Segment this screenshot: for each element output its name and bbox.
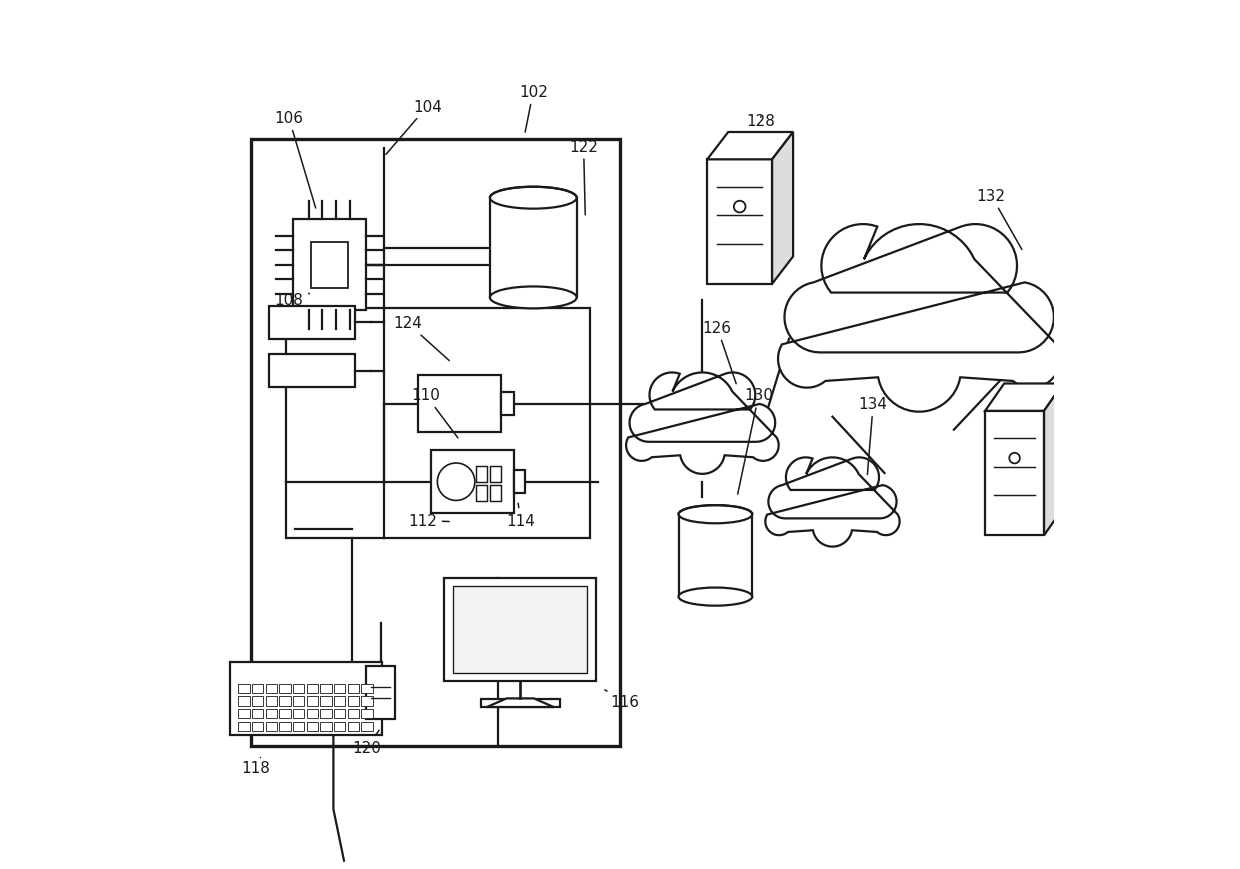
Bar xyxy=(334,697,345,706)
Bar xyxy=(293,697,304,706)
Ellipse shape xyxy=(490,287,577,309)
Bar xyxy=(238,722,249,731)
Text: 108: 108 xyxy=(274,293,310,308)
Bar xyxy=(293,220,366,311)
Bar xyxy=(238,697,249,706)
Bar xyxy=(320,709,331,719)
Ellipse shape xyxy=(490,188,577,209)
Bar xyxy=(347,722,358,731)
Polygon shape xyxy=(773,133,794,284)
Bar xyxy=(269,306,356,339)
Text: 122: 122 xyxy=(569,139,598,216)
Text: 130: 130 xyxy=(738,388,774,494)
Text: 126: 126 xyxy=(703,321,737,384)
Bar xyxy=(306,709,317,719)
Bar xyxy=(513,471,526,494)
Bar xyxy=(238,709,249,719)
Bar xyxy=(279,697,290,706)
Bar xyxy=(490,198,577,298)
Bar xyxy=(269,355,356,388)
Text: 114: 114 xyxy=(506,504,534,528)
Bar xyxy=(265,722,277,731)
Bar xyxy=(265,697,277,706)
Text: 120: 120 xyxy=(352,731,381,755)
Text: 134: 134 xyxy=(859,396,888,475)
Bar xyxy=(231,662,382,735)
Bar xyxy=(320,722,331,731)
Bar xyxy=(444,579,596,681)
Bar xyxy=(361,684,372,693)
Bar xyxy=(334,709,345,719)
Bar xyxy=(293,684,304,693)
Bar xyxy=(334,722,345,731)
Bar xyxy=(347,684,358,693)
Bar xyxy=(366,666,396,720)
Bar xyxy=(306,684,317,693)
Bar xyxy=(454,587,587,673)
Bar xyxy=(361,697,372,706)
Text: 110: 110 xyxy=(412,388,458,438)
Bar xyxy=(279,722,290,731)
Polygon shape xyxy=(765,458,899,547)
Bar xyxy=(293,709,304,719)
Bar xyxy=(252,722,263,731)
Polygon shape xyxy=(626,373,779,474)
Polygon shape xyxy=(1044,384,1063,535)
Text: 124: 124 xyxy=(393,316,449,362)
Polygon shape xyxy=(777,225,1060,412)
Text: 112: 112 xyxy=(408,514,449,528)
Text: 132: 132 xyxy=(977,189,1022,250)
Bar xyxy=(279,709,290,719)
Bar xyxy=(293,722,304,731)
Bar xyxy=(347,709,358,719)
Bar xyxy=(481,700,559,707)
Polygon shape xyxy=(487,699,553,707)
Bar xyxy=(490,486,501,501)
Bar xyxy=(252,697,263,706)
Bar xyxy=(476,486,486,501)
Bar xyxy=(306,722,317,731)
Bar xyxy=(265,684,277,693)
Bar xyxy=(347,697,358,706)
Bar xyxy=(320,697,331,706)
Bar xyxy=(265,709,277,719)
Bar xyxy=(286,308,590,539)
Bar xyxy=(306,697,317,706)
Bar xyxy=(238,684,249,693)
Text: 128: 128 xyxy=(746,114,775,129)
Bar xyxy=(361,709,372,719)
Bar xyxy=(707,160,773,284)
Text: 104: 104 xyxy=(386,100,441,156)
Ellipse shape xyxy=(678,587,753,606)
Bar xyxy=(252,709,263,719)
Text: 116: 116 xyxy=(605,690,639,709)
Bar xyxy=(252,140,620,746)
Bar xyxy=(252,684,263,693)
Bar xyxy=(334,684,345,693)
Bar xyxy=(501,393,513,416)
Bar xyxy=(320,684,331,693)
Text: 118: 118 xyxy=(242,758,270,775)
Bar xyxy=(418,376,501,433)
Bar xyxy=(476,467,486,482)
Text: 106: 106 xyxy=(274,111,316,209)
Bar xyxy=(985,411,1044,535)
Bar xyxy=(279,684,290,693)
Polygon shape xyxy=(985,384,1063,411)
Bar xyxy=(678,514,753,597)
Bar xyxy=(311,242,348,289)
Bar xyxy=(361,722,372,731)
Ellipse shape xyxy=(678,506,753,524)
Bar xyxy=(432,451,513,514)
Bar xyxy=(490,467,501,482)
Polygon shape xyxy=(707,133,794,160)
Text: 102: 102 xyxy=(518,85,548,133)
